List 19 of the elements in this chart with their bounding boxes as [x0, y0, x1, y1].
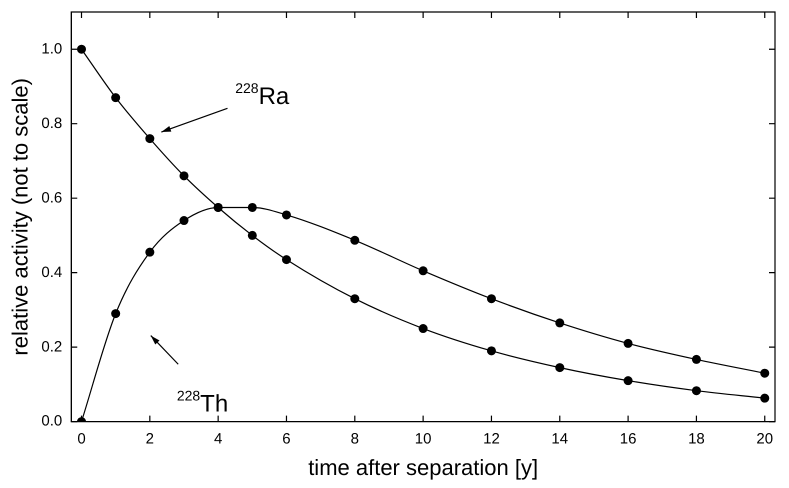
x-axis-title: time after separation [y] [308, 454, 538, 480]
x-tick-label: 4 [214, 430, 222, 448]
x-tick-label: 6 [282, 430, 291, 448]
x-tick-label: 0 [77, 430, 86, 448]
y-tick-label: 0.0 [41, 412, 62, 430]
y-tick-label: 0.4 [41, 264, 62, 281]
x-tick-label: 14 [551, 430, 568, 448]
x-tick-label: 8 [350, 430, 359, 448]
y-tick-label: 0.2 [41, 338, 62, 356]
x-tick-label: 2 [146, 430, 154, 448]
x-tick-label: 10 [414, 430, 432, 448]
x-tick-label: 20 [756, 430, 774, 448]
y-tick-label: 0.8 [41, 114, 62, 132]
x-tick-label: 18 [688, 430, 705, 448]
y-tick-label: 0.6 [41, 189, 62, 206]
y-axis-title: relative activity (not to scale) [7, 78, 32, 356]
x-tick-label: 16 [620, 430, 636, 448]
y-tick-label: 1.0 [41, 40, 62, 58]
x-tick-label: 12 [483, 430, 500, 448]
